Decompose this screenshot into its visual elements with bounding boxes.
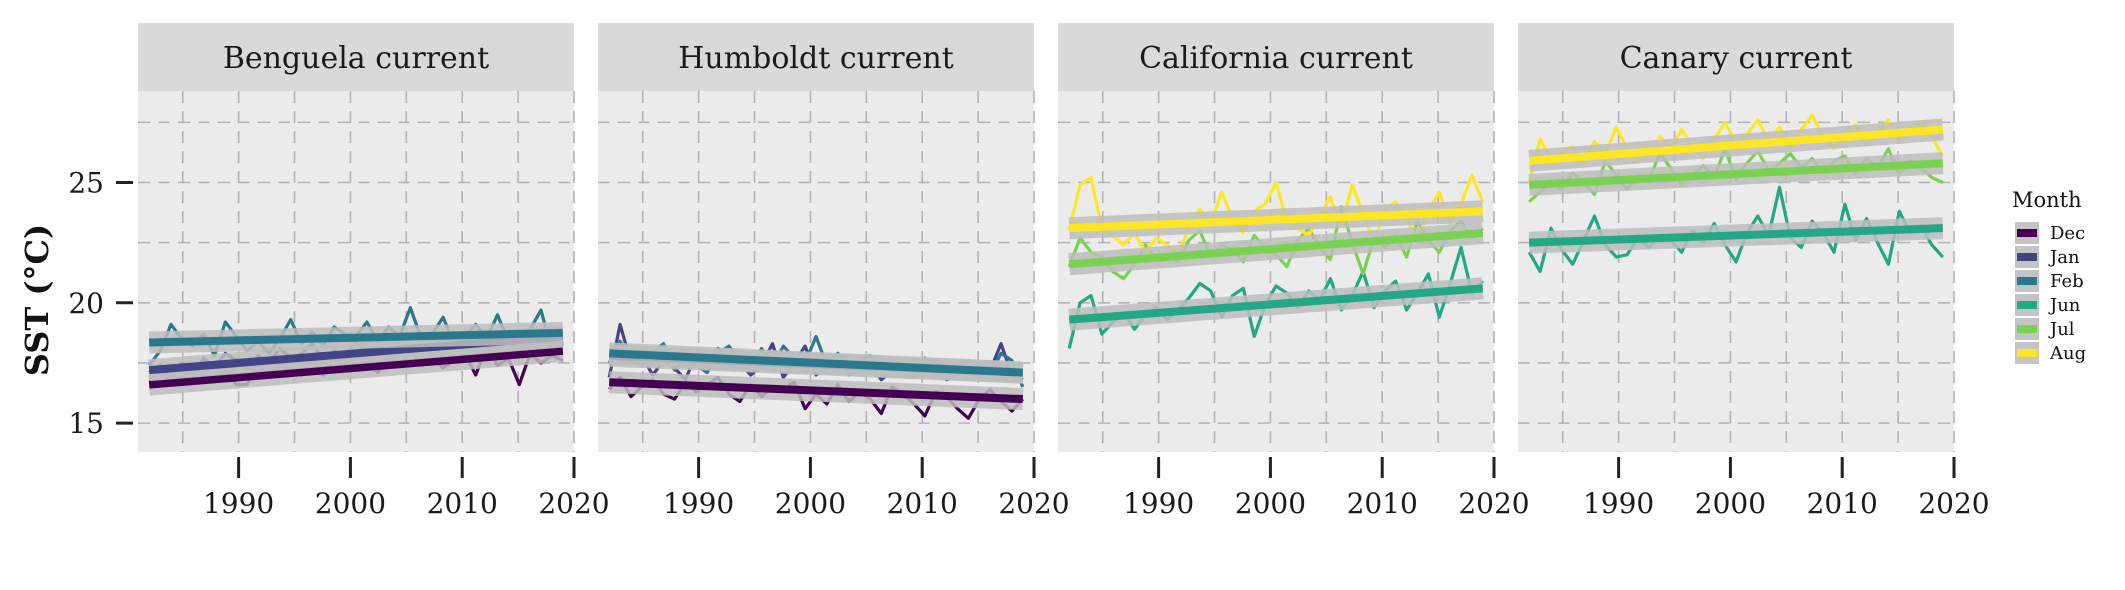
- legend-label-jun: Jun: [2048, 295, 2081, 316]
- facet-title: California current: [1139, 41, 1413, 76]
- panel-canary-current: Canary current 1990 2000 2010 2020: [1518, 23, 1990, 520]
- facet-title: Benguela current: [223, 41, 489, 76]
- x-tick-label: 2000: [775, 487, 846, 520]
- trend-line-dec: [148, 346, 564, 389]
- facet-title: Humboldt current: [678, 41, 954, 76]
- x-tick-label: 2020: [1458, 487, 1529, 520]
- panel-benguela-current: Benguela current 1990 2000 2010 2020: [138, 23, 610, 520]
- x-tick-label: 1990: [663, 487, 734, 520]
- x-tick-label: 2020: [998, 487, 1069, 520]
- x-tick-label: 1990: [1583, 487, 1654, 520]
- panel-humboldt-current: Humboldt current 1990 2000 2010 2020: [598, 23, 1070, 520]
- y-tick-label: 25: [68, 166, 104, 199]
- trend-line-jul: [1068, 229, 1484, 269]
- legend: Month Dec Jan Feb Jun Jul Aug: [2012, 188, 2086, 364]
- trend-line-feb: [608, 349, 1024, 377]
- x-tick-label: 2010: [887, 487, 958, 520]
- legend-label-aug: Aug: [2049, 343, 2086, 364]
- x-tick-label: 2000: [1235, 487, 1306, 520]
- facet-strip: [138, 23, 574, 91]
- x-tick-label: 2010: [1347, 487, 1418, 520]
- trend-line-jun: [1529, 224, 1943, 247]
- x-tick-label: 2020: [1918, 487, 1989, 520]
- x-tick-label: 2010: [1807, 487, 1878, 520]
- y-axis-label: SST (°C): [18, 224, 56, 376]
- facet-strip: [1058, 23, 1494, 91]
- panel-background: [1058, 91, 1494, 452]
- trend-line-aug: [1528, 125, 1944, 165]
- trend-line-jul: [1528, 159, 1944, 189]
- y-tick-label: 15: [68, 407, 104, 440]
- legend-title: Month: [2012, 188, 2082, 212]
- facet-title: Canary current: [1620, 41, 1853, 76]
- legend-label-jul: Jul: [2048, 319, 2075, 340]
- panel-background: [138, 91, 574, 452]
- x-tick-label: 1990: [203, 487, 274, 520]
- x-tick-label: 1990: [1123, 487, 1194, 520]
- legend-label-feb: Feb: [2050, 271, 2084, 292]
- trend-line-aug: [1069, 207, 1483, 233]
- x-tick-label: 2000: [1695, 487, 1766, 520]
- x-tick-label: 2010: [427, 487, 498, 520]
- trend-line-feb: [149, 328, 563, 347]
- legend-label-dec: Dec: [2050, 223, 2085, 244]
- x-tick-label: 2000: [315, 487, 386, 520]
- facet-strip: [598, 23, 1034, 91]
- trend-line-dec: [609, 378, 1023, 404]
- y-tick-label: 20: [68, 287, 104, 320]
- facet-strip: [1518, 23, 1954, 91]
- trend-line-jun: [1068, 284, 1484, 324]
- x-tick-label: 2020: [538, 487, 609, 520]
- panel-california-current: California current 1990 2000 2010 2020: [1058, 23, 1530, 520]
- legend-label-jan: Jan: [2048, 247, 2080, 268]
